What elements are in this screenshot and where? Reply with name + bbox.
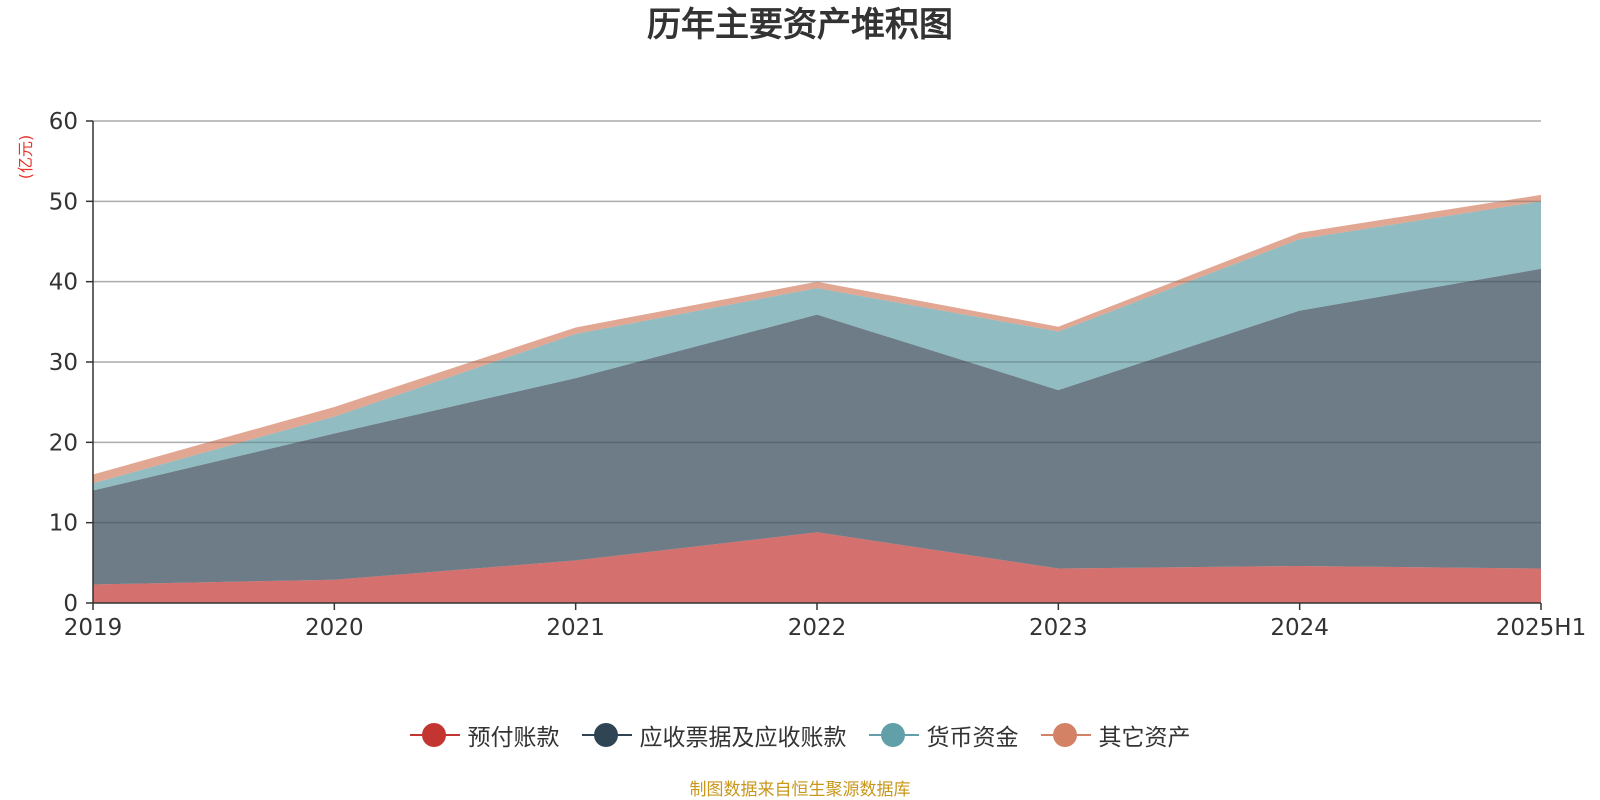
- legend-marker-icon: [581, 722, 632, 748]
- tick-labels: 0 10 20 30 40 50 60 2019 2020 2021 2022 2023 2024 202…: [49, 109, 1587, 641]
- legend-item[interactable]: 其它资产: [1040, 718, 1191, 752]
- legend: 预付账款 应收票据及应收账款 货币资金 其它资产: [0, 718, 1600, 752]
- x-tick-label: 2025H1: [1496, 615, 1586, 641]
- axes: [86, 120, 1542, 610]
- y-tick-label: 0: [63, 591, 78, 617]
- legend-label: 货币资金: [926, 725, 1019, 751]
- y-tick-label: 60: [49, 109, 78, 135]
- legend-marker-icon: [868, 722, 919, 748]
- area-series-货币资金[interactable]: [93, 201, 1541, 491]
- legend-marker-icon: [1040, 722, 1091, 748]
- legend-item[interactable]: 货币资金: [868, 718, 1019, 752]
- x-tick-label: 2021: [546, 615, 605, 641]
- y-tick-label: 10: [49, 511, 78, 537]
- legend-item[interactable]: 预付账款: [409, 718, 560, 752]
- chart-title: 历年主要资产堆积图: [647, 5, 953, 45]
- legend-marker-icon: [409, 722, 460, 748]
- y-tick-label: 40: [49, 270, 78, 296]
- area-series-其它资产[interactable]: [93, 194, 1541, 484]
- data-source-note: 制图数据来自恒生聚源数据库: [689, 780, 911, 800]
- area-series-预付账款[interactable]: [93, 532, 1541, 603]
- x-tick-label: 2024: [1270, 615, 1329, 641]
- area-series: [93, 120, 1541, 603]
- y-tick-label: 50: [49, 189, 78, 215]
- x-tick-label: 2020: [305, 615, 364, 641]
- legend-label: 应收票据及应收账款: [639, 725, 847, 751]
- legend-item[interactable]: 应收票据及应收账款: [581, 718, 847, 752]
- legend-label: 其它资产: [1098, 725, 1191, 751]
- x-tick-label: 2022: [788, 615, 847, 641]
- y-tick-label: 20: [49, 430, 78, 456]
- area-series-应收票据及应收账款[interactable]: [93, 268, 1541, 585]
- legend-label: 预付账款: [467, 725, 560, 751]
- x-tick-label: 2019: [64, 615, 123, 641]
- y-tick-label: 30: [49, 350, 78, 376]
- x-tick-label: 2023: [1029, 615, 1088, 641]
